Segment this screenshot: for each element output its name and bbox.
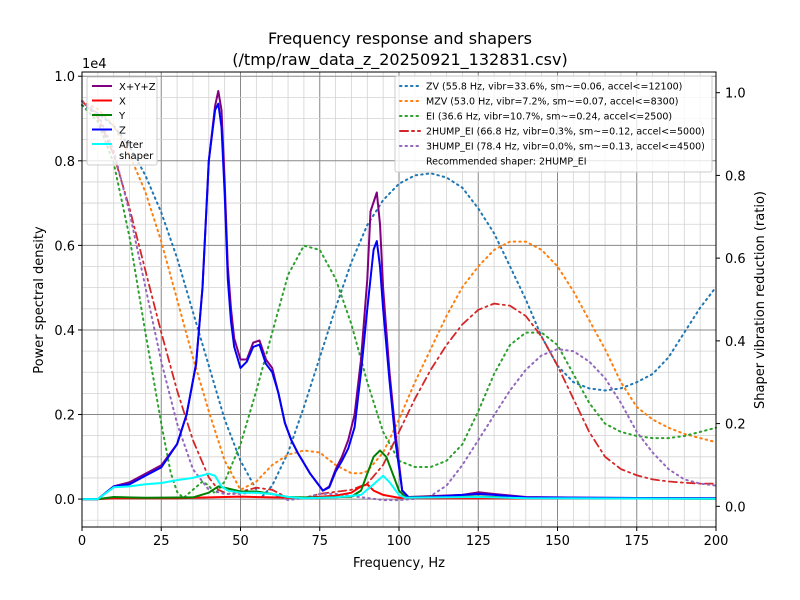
y-tick-label: 1.0	[54, 70, 75, 85]
legend-psd-label: After	[119, 140, 144, 151]
shaper-curve-0	[81, 104, 717, 498]
legend-shaper-label: MZV (53.0 Hz, vibr=7.2%, sm~=0.07, accel…	[426, 97, 678, 108]
x-tick-label: 150	[545, 534, 570, 549]
legend-psd-label: X+Y+Z	[119, 82, 156, 93]
y-right-tick-label: 1.0	[725, 87, 746, 102]
x-tick-label: 100	[387, 534, 412, 549]
legend-shapers-box	[394, 75, 713, 173]
y-right-tick-label: 0.8	[725, 169, 746, 184]
legend-psd-label: X	[119, 97, 126, 108]
x-tick-label: 125	[466, 534, 491, 549]
recommended-shaper-label: Recommended shaper: 2HUMP_EI	[426, 157, 587, 168]
chart-title-line1: Frequency response and shapers	[268, 29, 532, 48]
legend-psd-label: shaper	[119, 151, 154, 162]
axes: 0 25 50 75 100 125 150 175 200 0.0 0.2 0.4 0.6 0.8 1.0…	[54, 70, 745, 549]
y-tick-label: 0.4	[54, 324, 75, 339]
x-tick-label: 25	[153, 534, 170, 549]
y-right-tick-label: 0.0	[725, 500, 746, 515]
x-tick-label: 200	[704, 534, 729, 549]
psd-curve-3	[82, 102, 717, 501]
x-axis-label: Frequency, Hz	[353, 556, 445, 571]
x-tick-label: 75	[311, 534, 328, 549]
y-right-tick-label: 0.6	[725, 252, 746, 267]
legend-shapers: ZV (55.8 Hz, vibr=33.6%, sm~=0.06, accel…	[394, 75, 713, 173]
psd-curves	[82, 90, 717, 501]
chart-title-line2: (/tmp/raw_data_z_20250921_132831.csv)	[232, 50, 567, 70]
legend-shaper-label: ZV (55.8 Hz, vibr=33.6%, sm~=0.06, accel…	[426, 82, 682, 93]
legend-shaper-label: 3HUMP_EI (78.4 Hz, vibr=0.0%, sm~=0.13, …	[426, 142, 705, 153]
legend-shaper-label: EI (36.6 Hz, vibr=10.7%, sm~=0.24, accel…	[426, 112, 672, 123]
y-tick-label: 0.6	[54, 239, 75, 254]
shaper-curves	[81, 100, 717, 502]
shaper-curve-1	[81, 100, 717, 492]
y-right-tick-label: 0.4	[725, 335, 746, 350]
y-tick-label: 0.2	[54, 409, 75, 424]
y-tick-label: 0.8	[54, 155, 75, 170]
legend-psd-label: Y	[118, 111, 126, 122]
x-tick-label: 50	[232, 534, 249, 549]
x-tick-label: 0	[78, 534, 86, 549]
x-tick-label: 175	[624, 534, 649, 549]
shaper-curve-3	[81, 100, 717, 499]
y-right-tick-label: 0.2	[725, 418, 746, 433]
y-right-axis-label: Shaper vibration reduction (ratio)	[753, 191, 768, 409]
legend-psd-label: Z	[119, 126, 126, 137]
psd-curve-4	[82, 472, 717, 501]
grid	[81, 72, 717, 527]
y-multiplier: 1e4	[82, 57, 107, 72]
legend-shaper-label: 2HUMP_EI (66.8 Hz, vibr=0.3%, sm~=0.12, …	[426, 127, 705, 138]
y-axis-label: Power spectral density	[32, 226, 47, 374]
y-tick-label: 0.0	[54, 493, 75, 508]
